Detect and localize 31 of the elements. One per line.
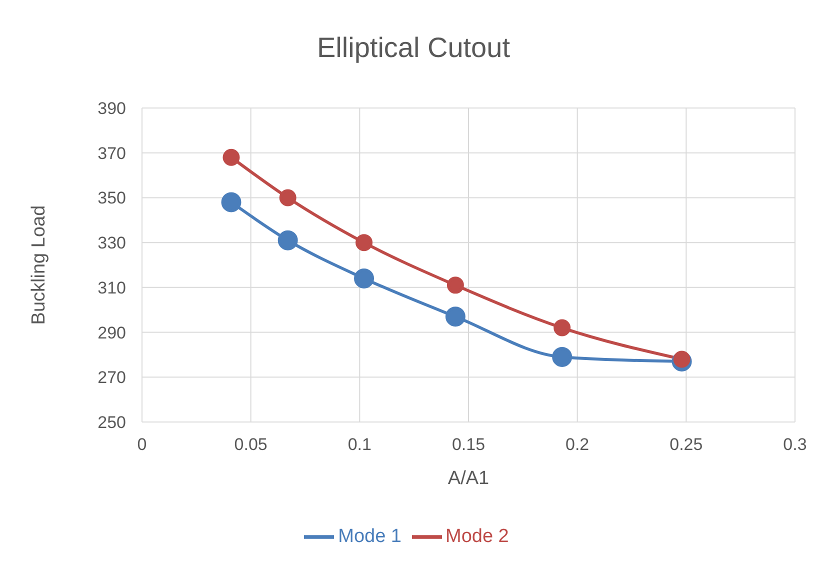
point	[552, 346, 572, 367]
point	[673, 350, 690, 368]
point	[278, 230, 298, 250]
x-tick-label: 0.3	[783, 435, 807, 454]
y-tick-label: 270	[98, 368, 126, 388]
y-tick-label: 370	[98, 144, 126, 163]
x-tick-label: 0.25	[670, 435, 703, 454]
x-tick-label: 0.1	[348, 435, 372, 454]
point	[356, 234, 373, 252]
x-tick-label: 0.05	[234, 435, 268, 454]
y-tick-label: 350	[98, 188, 126, 208]
point	[221, 192, 242, 212]
point	[354, 268, 374, 288]
point	[445, 306, 466, 327]
point	[279, 189, 296, 206]
y-tick-label: 290	[98, 323, 126, 342]
y-tick-label: 310	[98, 278, 126, 298]
y-tick-label: 250	[98, 413, 126, 432]
legend-label: Mode 2	[446, 526, 509, 548]
point	[446, 276, 464, 294]
x-tick-label: 0.2	[566, 435, 590, 454]
x-tick-label: 0.15	[452, 435, 486, 454]
legend-label: Mode 1	[338, 526, 402, 548]
point	[222, 148, 240, 166]
x-axis-title: A/A1	[448, 468, 490, 489]
x-tick-label: 0	[137, 435, 147, 454]
point	[554, 319, 571, 336]
y-tick-label: 330	[98, 234, 126, 253]
y-tick-label: 390	[98, 99, 126, 118]
y-axis-title: Buckling Load	[28, 205, 50, 325]
chart-title: Elliptical Cutout	[316, 32, 511, 64]
